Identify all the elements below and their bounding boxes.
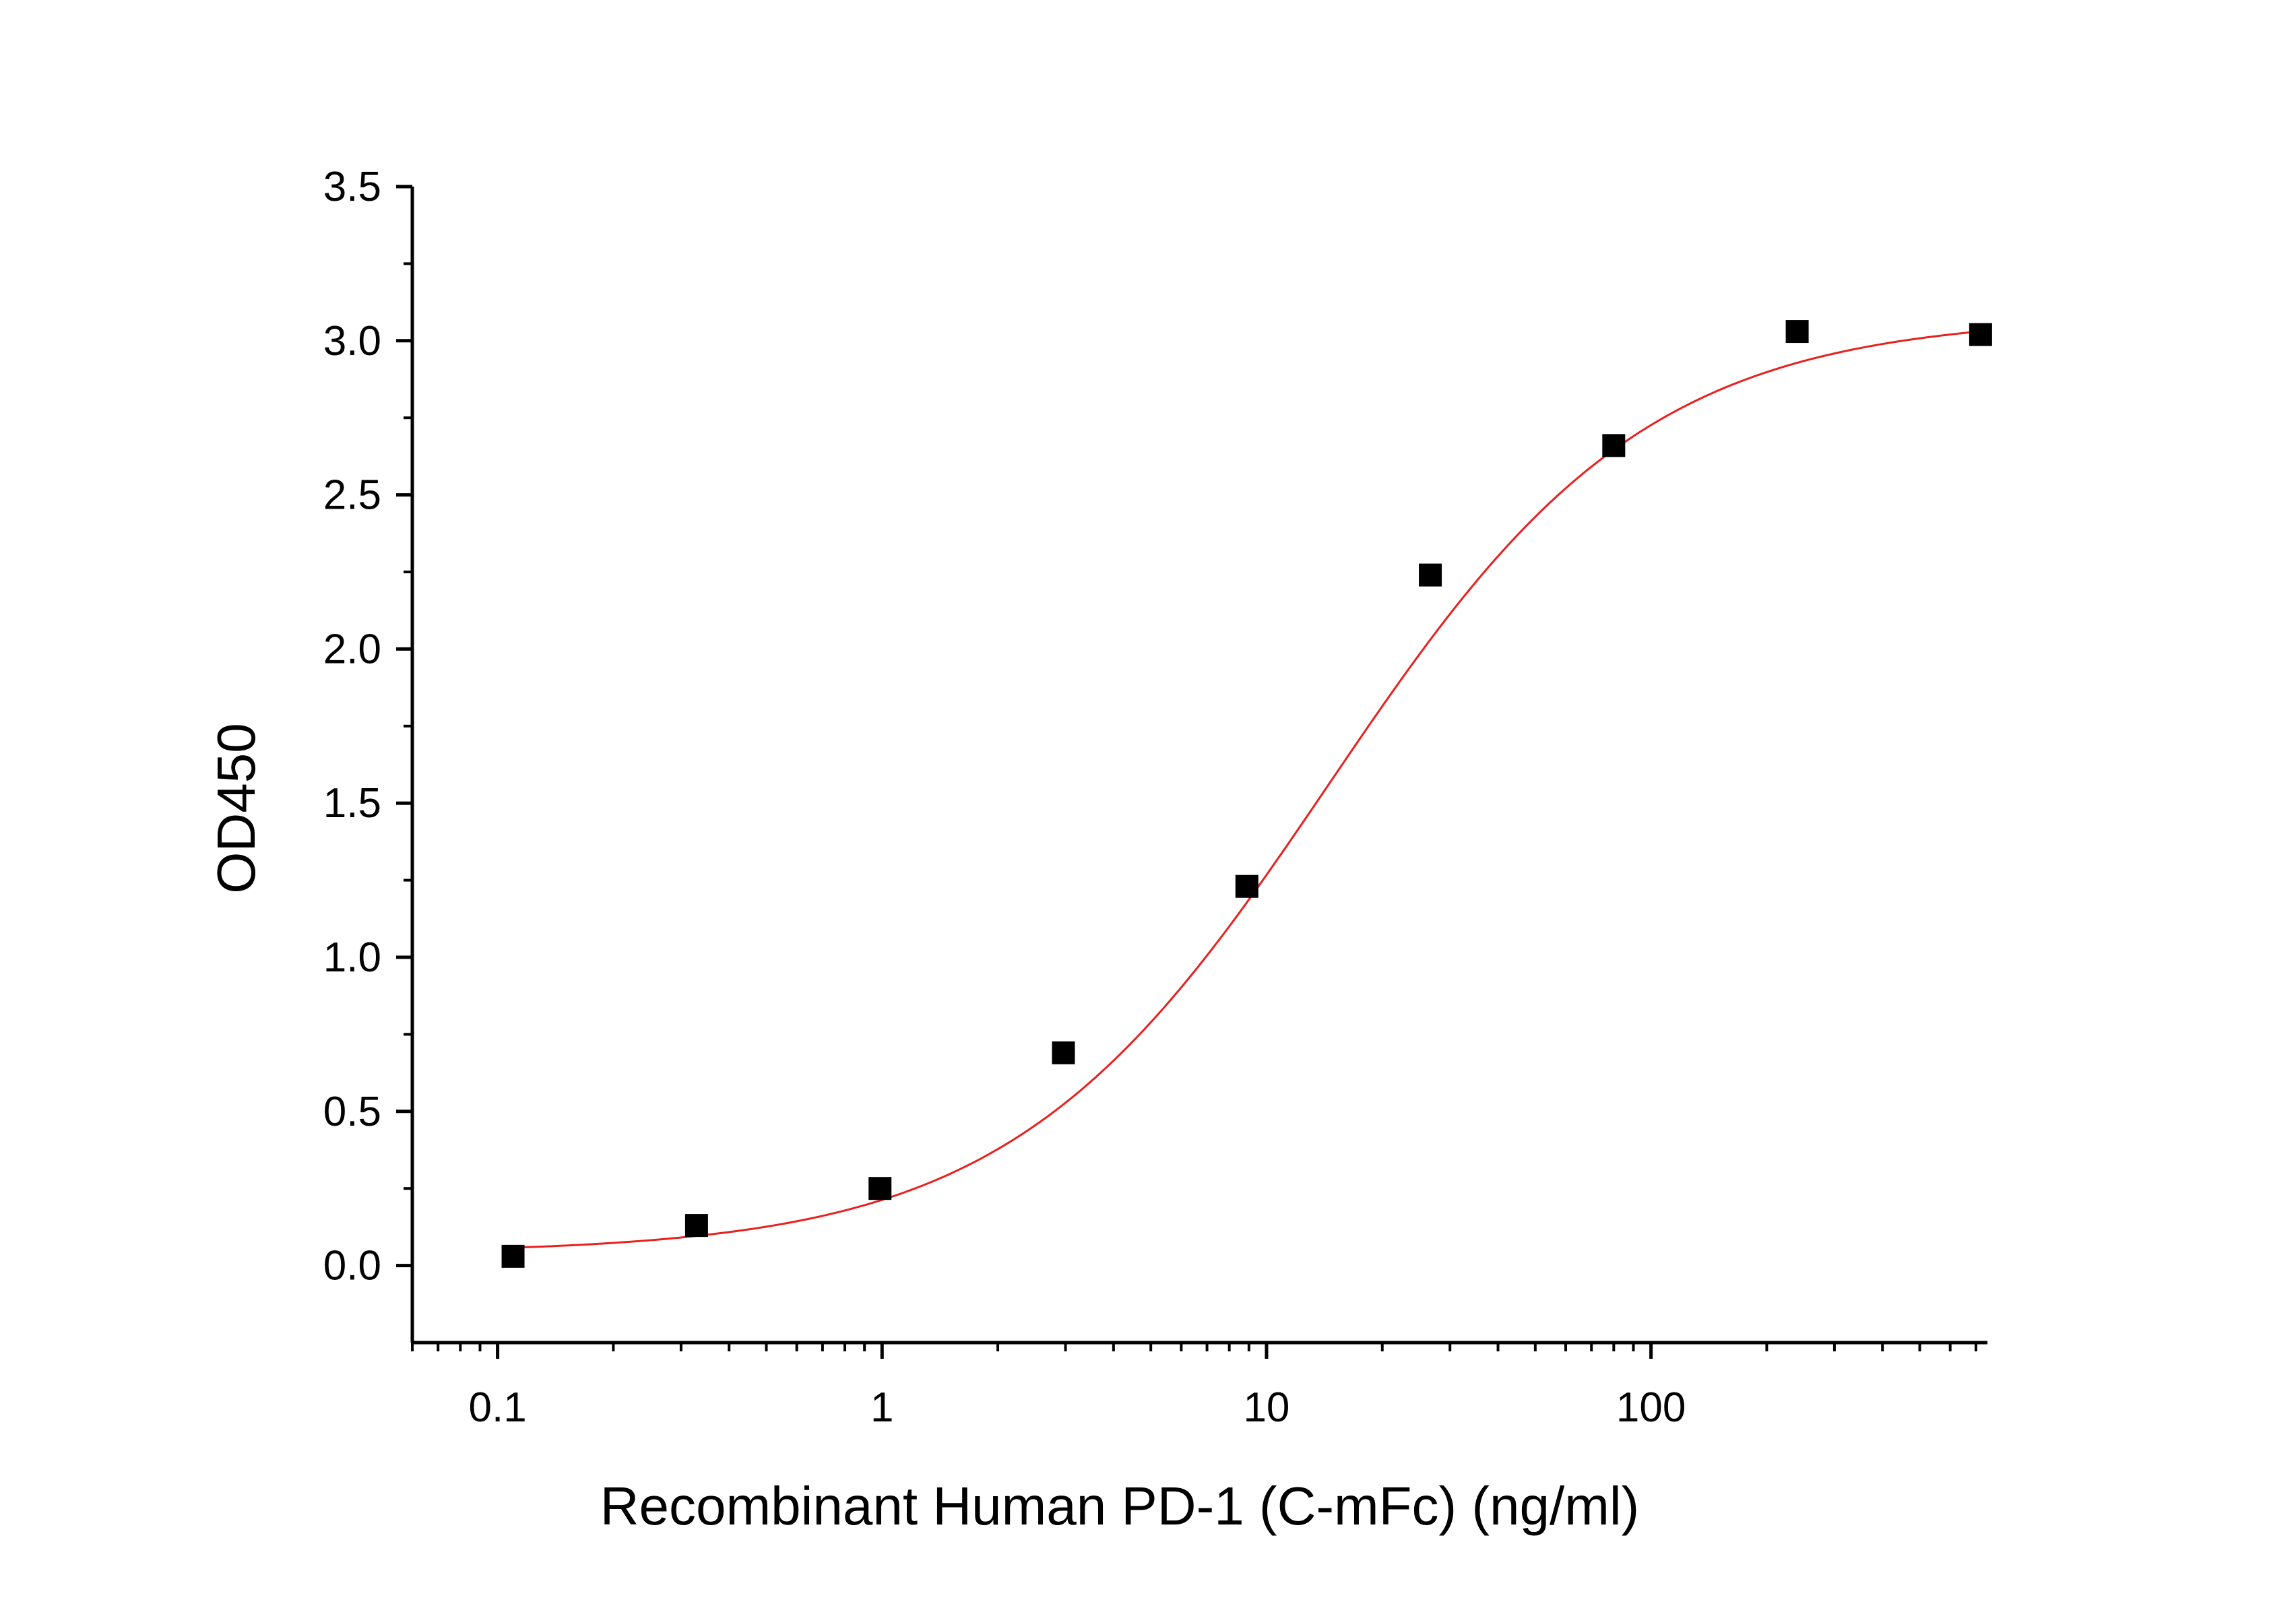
data-point <box>1052 1041 1075 1064</box>
y-tick-label: 3.0 <box>323 318 381 364</box>
data-point <box>1602 434 1626 457</box>
y-tick-label: 2.5 <box>323 472 381 519</box>
data-point <box>868 1177 892 1200</box>
x-tick-label: 0.1 <box>469 1384 527 1431</box>
data-point <box>1785 320 1809 344</box>
y-tick-label: 0.0 <box>323 1243 381 1289</box>
x-axis-title: Recombinant Human PD-1 (C-mFc) (ng/ml) <box>600 1476 1640 1536</box>
y-tick-label: 2.0 <box>323 626 381 672</box>
y-axis-title: OD450 <box>206 723 266 893</box>
x-tick-label: 100 <box>1616 1384 1686 1431</box>
y-tick-label: 1.5 <box>323 780 381 827</box>
y-tick-label: 1.0 <box>323 934 381 981</box>
y-tick-label: 0.5 <box>323 1089 381 1135</box>
fit-curve <box>513 330 1981 1249</box>
data-point <box>501 1244 525 1268</box>
y-tick-label: 3.5 <box>323 164 381 210</box>
data-point <box>1969 323 1992 346</box>
data-point <box>1419 563 1442 587</box>
data-point <box>1235 874 1258 898</box>
data-point <box>684 1214 708 1238</box>
x-tick-label: 1 <box>870 1384 893 1431</box>
x-tick-label: 10 <box>1243 1384 1289 1431</box>
